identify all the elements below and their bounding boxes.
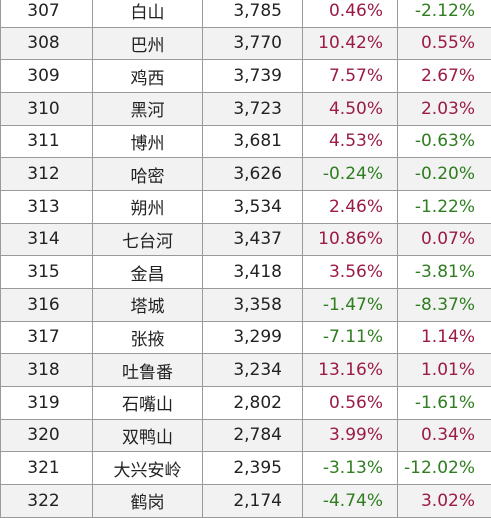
population-cell: 3,234: [203, 354, 303, 387]
city-cell: 博州: [93, 125, 203, 158]
growth-rate-1-cell: 4.50%: [303, 92, 398, 125]
population-cell: 3,739: [203, 60, 303, 93]
rank-cell: 315: [1, 256, 93, 289]
population-cell: 3,437: [203, 223, 303, 256]
city-cell: 朔州: [93, 190, 203, 223]
city-cell: 七台河: [93, 223, 203, 256]
city-cell: 白山: [93, 0, 203, 27]
rank-cell: 313: [1, 190, 93, 223]
growth-rate-2-cell: -0.20%: [398, 158, 491, 191]
city-cell: 大兴安岭: [93, 452, 203, 485]
growth-rate-2-cell: 3.02%: [398, 484, 491, 517]
city-cell: 鸡西: [93, 60, 203, 93]
city-cell: 石嘴山: [93, 386, 203, 419]
growth-rate-2-cell: 0.34%: [398, 419, 491, 452]
population-cell: 2,395: [203, 452, 303, 485]
growth-rate-1-cell: 13.16%: [303, 354, 398, 387]
growth-rate-2-cell: 1.01%: [398, 354, 491, 387]
growth-rate-2-cell: 0.55%: [398, 27, 491, 60]
city-cell: 吐鲁番: [93, 354, 203, 387]
rank-cell: 316: [1, 288, 93, 321]
rank-cell: 310: [1, 92, 93, 125]
growth-rate-1-cell: 2.46%: [303, 190, 398, 223]
growth-rate-2-cell: 0.07%: [398, 223, 491, 256]
population-cell: 2,174: [203, 484, 303, 517]
population-cell: 3,723: [203, 92, 303, 125]
growth-rate-2-cell: -2.12%: [398, 0, 491, 27]
population-cell: 2,784: [203, 419, 303, 452]
growth-rate-2-cell: 1.14%: [398, 321, 491, 354]
rank-cell: 319: [1, 386, 93, 419]
rank-cell: 322: [1, 484, 93, 517]
growth-rate-1-cell: 7.57%: [303, 60, 398, 93]
growth-rate-2-cell: 2.67%: [398, 60, 491, 93]
growth-rate-1-cell: -3.13%: [303, 452, 398, 485]
growth-rate-2-cell: -1.61%: [398, 386, 491, 419]
growth-rate-1-cell: -4.74%: [303, 484, 398, 517]
growth-rate-1-cell: -0.24%: [303, 158, 398, 191]
rank-cell: 308: [1, 27, 93, 60]
rank-cell: 314: [1, 223, 93, 256]
population-cell: 2,802: [203, 386, 303, 419]
city-cell: 黑河: [93, 92, 203, 125]
growth-rate-2-cell: -1.22%: [398, 190, 491, 223]
growth-rate-2-cell: -8.37%: [398, 288, 491, 321]
city-cell: 金昌: [93, 256, 203, 289]
rank-cell: 312: [1, 158, 93, 191]
city-cell: 巴州: [93, 27, 203, 60]
population-cell: 3,681: [203, 125, 303, 158]
growth-rate-1-cell: 3.56%: [303, 256, 398, 289]
growth-rate-1-cell: 0.56%: [303, 386, 398, 419]
population-cell: 3,626: [203, 158, 303, 191]
growth-rate-1-cell: -1.47%: [303, 288, 398, 321]
growth-rate-1-cell: 10.86%: [303, 223, 398, 256]
city-cell: 塔城: [93, 288, 203, 321]
city-cell: 鹤岗: [93, 484, 203, 517]
rank-cell: 309: [1, 60, 93, 93]
population-cell: 3,785: [203, 0, 303, 27]
population-cell: 3,358: [203, 288, 303, 321]
city-cell: 哈密: [93, 158, 203, 191]
population-cell: 3,770: [203, 27, 303, 60]
rank-cell: 318: [1, 354, 93, 387]
rank-cell: 307: [1, 0, 93, 27]
rank-cell: 311: [1, 125, 93, 158]
growth-rate-1-cell: -7.11%: [303, 321, 398, 354]
growth-rate-2-cell: -3.81%: [398, 256, 491, 289]
rank-cell: 317: [1, 321, 93, 354]
growth-rate-1-cell: 3.99%: [303, 419, 398, 452]
population-cell: 3,299: [203, 321, 303, 354]
growth-rate-1-cell: 10.42%: [303, 27, 398, 60]
rank-cell: 320: [1, 419, 93, 452]
city-cell: 双鸭山: [93, 419, 203, 452]
population-cell: 3,534: [203, 190, 303, 223]
growth-rate-1-cell: 4.53%: [303, 125, 398, 158]
population-cell: 3,418: [203, 256, 303, 289]
rank-cell: 321: [1, 452, 93, 485]
growth-rate-2-cell: -0.63%: [398, 125, 491, 158]
growth-rate-1-cell: 0.46%: [303, 0, 398, 27]
growth-rate-2-cell: -12.02%: [398, 452, 491, 485]
growth-rate-2-cell: 2.03%: [398, 92, 491, 125]
city-cell: 张掖: [93, 321, 203, 354]
